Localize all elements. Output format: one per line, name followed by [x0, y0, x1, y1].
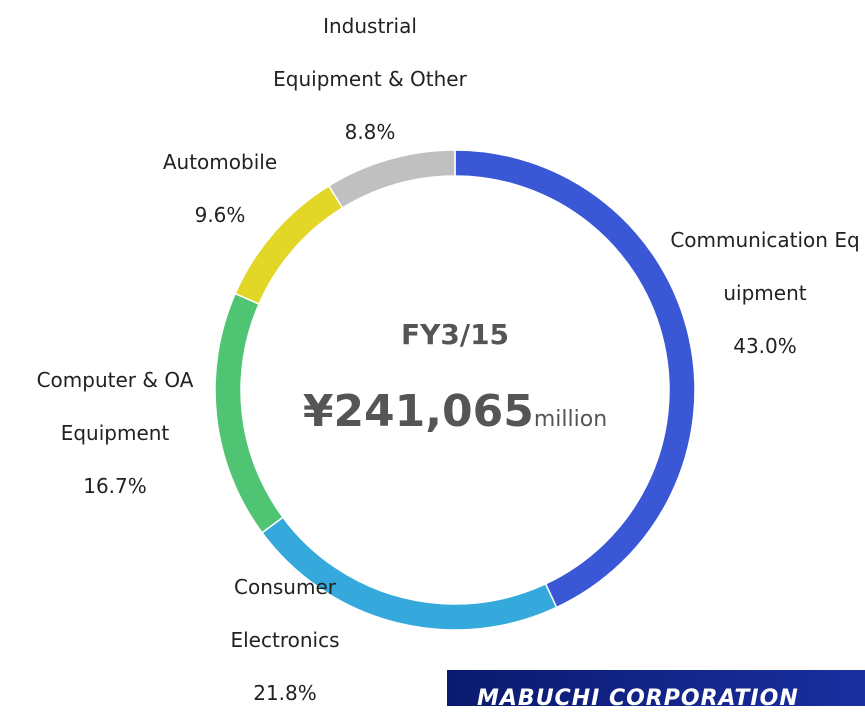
percent-label: 16.7%	[83, 474, 147, 498]
percent-label: 8.8%	[344, 120, 396, 144]
category-name: Automobile	[162, 150, 278, 174]
segment-label: Communication Equipment 43.0%	[668, 214, 862, 373]
category-name: Communication Equipment	[670, 228, 860, 305]
footer-banner: MABUCHI CORPORATION	[447, 670, 865, 706]
donut-segment	[454, 149, 696, 609]
center-unit: million	[533, 407, 608, 432]
category-name: Industrial Equipment & Other	[273, 14, 467, 91]
percent-label: 21.8%	[253, 681, 317, 705]
category-name: Computer & OA Equipment	[36, 368, 194, 445]
category-name: Consumer Electronics	[230, 575, 340, 652]
center-title: FY3/15	[400, 318, 510, 351]
donut-segment	[327, 149, 456, 209]
footer-text: MABUCHI CORPORATION	[477, 686, 799, 706]
segment-label: Computer & OA Equipment 16.7%	[15, 354, 215, 513]
center-total: ¥241,065million	[255, 386, 655, 437]
percent-label: 43.0%	[733, 334, 797, 358]
percent-label: 9.6%	[194, 203, 246, 227]
segment-label: Consumer Electronics 21.8%	[185, 561, 385, 720]
center-value: ¥241,065	[302, 386, 534, 437]
segment-label: Automobile 9.6%	[120, 136, 320, 242]
segment-label: Industrial Equipment & Other 8.8%	[270, 0, 470, 159]
